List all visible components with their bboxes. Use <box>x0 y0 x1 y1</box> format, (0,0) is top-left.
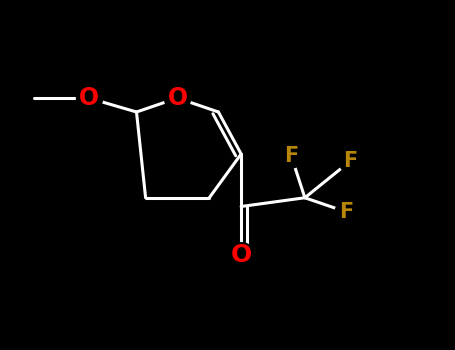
Text: F: F <box>284 146 298 166</box>
Text: F: F <box>343 151 358 171</box>
Text: O: O <box>167 86 187 110</box>
Text: F: F <box>339 202 353 222</box>
Text: O: O <box>231 244 252 267</box>
Text: O: O <box>79 86 99 110</box>
